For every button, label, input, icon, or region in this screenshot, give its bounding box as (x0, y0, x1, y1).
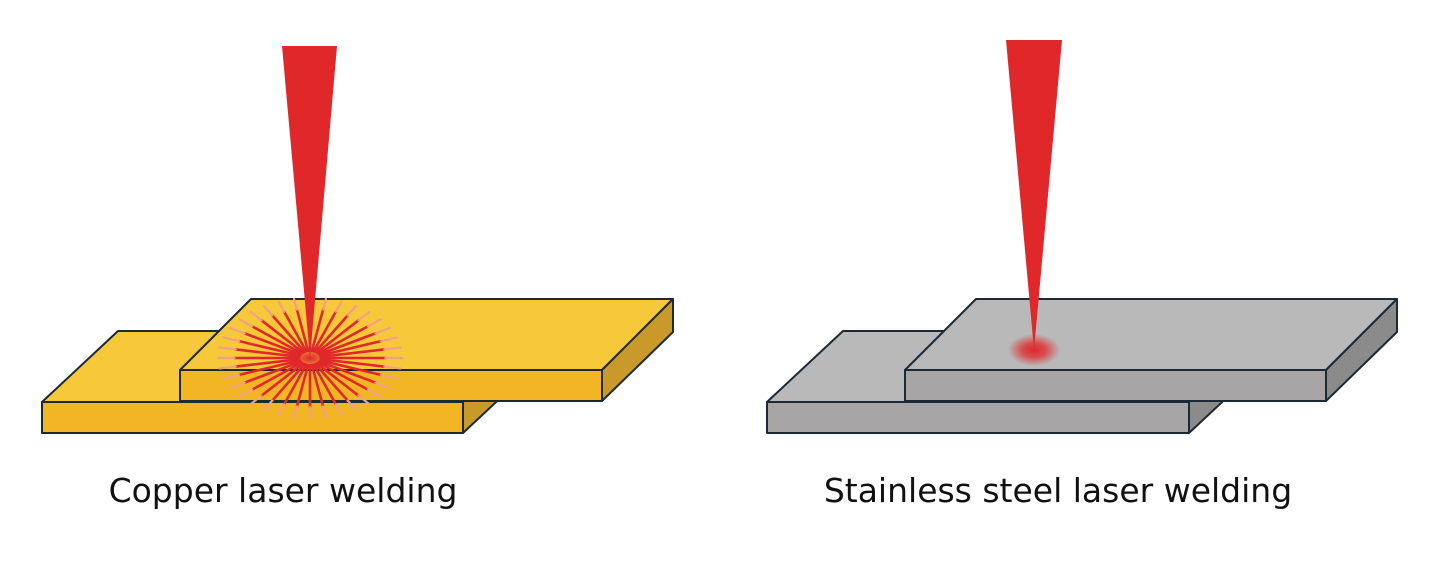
caption: Copper laser welding (109, 471, 458, 510)
heat-ray (282, 363, 308, 406)
heat-ray (318, 360, 377, 384)
heat-ray (314, 314, 350, 354)
heat-ray (295, 363, 310, 408)
heat-ray (318, 332, 377, 356)
heat-ray (315, 319, 360, 354)
heat-ray (383, 346, 402, 351)
plate-front (41, 401, 464, 434)
heat-ray (237, 339, 301, 357)
heat-ray (249, 310, 263, 322)
laser-beam (1006, 40, 1062, 350)
heat-ray (250, 361, 303, 391)
heat-ray (312, 310, 338, 353)
heat-ray (260, 319, 305, 354)
heat-ray (310, 363, 325, 408)
heat-ray (229, 326, 246, 335)
heat-ray (292, 297, 298, 311)
heat-ray (250, 325, 303, 355)
heat-ray (262, 399, 274, 412)
heat-ray (312, 363, 338, 406)
heat-ray (319, 359, 383, 377)
heat-ray (374, 326, 391, 335)
heat-ray (238, 318, 254, 328)
heat-ray (243, 360, 302, 384)
heat-ray (314, 362, 350, 402)
top-plate (904, 298, 1398, 402)
heat-ray (243, 332, 302, 356)
heat-ray (237, 359, 301, 377)
caption: Stainless steel laser welding (824, 471, 1292, 510)
plate-front (179, 369, 603, 402)
heat-ray (374, 381, 391, 390)
heat-ray (249, 394, 263, 406)
heat-ray (319, 357, 386, 368)
heat-ray (379, 336, 398, 343)
heat-ray (322, 297, 328, 311)
heat-ray (366, 388, 382, 398)
heat-ray (315, 362, 360, 397)
heat-ray (357, 394, 371, 406)
heat-ray (317, 361, 370, 391)
heat-spread (216, 296, 404, 420)
heat-ray (282, 310, 308, 353)
heat-ray (277, 300, 286, 313)
heat-ray (238, 388, 254, 398)
steel-panel: Stainless steel laser welding (766, 40, 1398, 510)
heat-ray (366, 318, 382, 328)
copper-panel: Copper laser welding (41, 46, 674, 510)
heat-ray (222, 336, 241, 343)
heat-ray (310, 308, 325, 353)
plate-top (904, 298, 1398, 371)
laser-beam (282, 46, 337, 358)
heat-ray (222, 373, 241, 380)
heat-ray (383, 365, 402, 370)
heat-ray (346, 399, 358, 412)
heat-ray (379, 373, 398, 380)
plate-front (766, 401, 1190, 434)
heat-ray (317, 325, 370, 355)
heat-ray (319, 348, 386, 359)
heat-ray (260, 362, 305, 397)
plate-front (904, 369, 1327, 402)
heat-ray (334, 403, 343, 416)
heat-ray (357, 310, 371, 322)
heat-ray (322, 405, 328, 419)
heat-ray (270, 314, 306, 354)
heat-ray (292, 405, 298, 419)
heat-ray (262, 304, 274, 317)
heat-ray (229, 381, 246, 390)
heat-ray (218, 365, 237, 370)
heat-ray (277, 403, 286, 416)
heat-ray (234, 348, 301, 359)
heat-ray (234, 357, 301, 368)
heat-ray (295, 308, 310, 353)
heat-ray (218, 346, 237, 351)
heat-ray (319, 339, 383, 357)
heat-ray (334, 300, 343, 313)
heat-ray (346, 304, 358, 317)
heat-ray (270, 362, 306, 402)
plate-top (179, 298, 674, 371)
